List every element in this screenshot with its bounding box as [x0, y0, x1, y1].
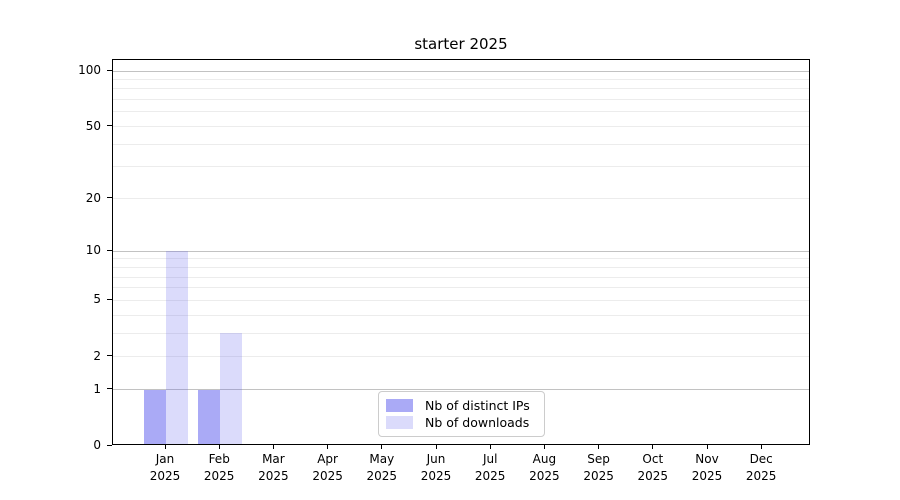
y-tick-label-50: 50 [85, 118, 101, 133]
y-tick-20 [107, 197, 112, 199]
x-tick-jun [435, 445, 437, 449]
x-tick-label-may: May 2025 [366, 452, 398, 483]
y-tick-10 [107, 249, 112, 251]
bar-nb-of-downloads-jan [166, 251, 188, 444]
y-tick-label-10: 10 [85, 243, 101, 258]
gridline-minor-80 [113, 88, 809, 90]
gridline-minor-4 [113, 314, 809, 316]
legend-swatch-downloads [386, 416, 413, 429]
x-tick-label-jan: Jan 2025 [149, 452, 181, 483]
gridline-minor-30 [113, 166, 809, 168]
y-tick-2 [107, 355, 112, 357]
x-tick-may [381, 445, 383, 449]
y-tick-label-0: 0 [93, 438, 101, 452]
bar-nb-of-distinct-ips-feb [198, 389, 221, 444]
bar-nb-of-downloads-feb [220, 333, 243, 444]
gridline-minor-7 [113, 276, 809, 278]
gridline-minor-6 [113, 287, 809, 289]
x-tick-label-feb: Feb 2025 [203, 452, 235, 483]
y-tick-label-5: 5 [93, 292, 101, 307]
y-tick-label-100: 100 [78, 63, 101, 77]
legend-label-downloads: Nb of downloads [425, 415, 530, 430]
gridline-minor-5 [113, 299, 809, 301]
x-tick-jul [489, 445, 491, 449]
gridline-minor-90 [113, 78, 809, 80]
gridline-minor-70 [113, 99, 809, 101]
x-tick-mar [272, 445, 274, 449]
legend-item-distinct-ips: Nb of distinct IPs [386, 397, 536, 414]
y-tick-100 [107, 69, 112, 71]
x-tick-aug [543, 445, 545, 449]
legend: Nb of distinct IPs Nb of downloads [378, 391, 545, 437]
legend-item-downloads: Nb of downloads [386, 414, 536, 431]
x-tick-dec [760, 445, 762, 449]
x-tick-jan [164, 445, 166, 449]
x-tick-feb [218, 445, 220, 449]
y-tick-label-2: 2 [93, 348, 101, 363]
y-tick-1 [107, 388, 112, 390]
gridline-minor-50 [113, 126, 809, 128]
y-tick-0 [107, 444, 112, 446]
gridline-minor-60 [113, 111, 809, 113]
x-tick-label-mar: Mar 2025 [258, 452, 289, 483]
gridline-minor-3 [113, 332, 809, 334]
x-tick-label-jun: Jun 2025 [420, 452, 452, 483]
plot-area [112, 59, 810, 445]
x-tick-sep [598, 445, 600, 449]
x-tick-label-apr: Apr 2025 [312, 452, 343, 483]
x-tick-label-dec: Dec 2025 [745, 452, 777, 483]
legend-swatch-distinct-ips [386, 399, 413, 412]
gridline-minor-8 [113, 266, 809, 268]
x-tick-nov [706, 445, 708, 449]
x-tick-label-nov: Nov 2025 [691, 452, 723, 483]
gridline-minor-40 [113, 143, 809, 145]
gridline-minor-9 [113, 258, 809, 260]
x-tick-label-oct: Oct 2025 [637, 452, 669, 483]
gridline-major-1 [113, 389, 809, 391]
x-tick-label-jul: Jul 2025 [474, 452, 506, 483]
y-tick-label-1: 1 [93, 381, 101, 396]
gridline-minor-20 [113, 198, 809, 200]
gridline-major-100 [113, 70, 809, 72]
gridline-major-10 [113, 250, 809, 252]
x-tick-label-aug: Aug 2025 [529, 452, 560, 483]
x-tick-label-sep: Sep 2025 [583, 452, 614, 483]
y-tick-label-20: 20 [85, 190, 101, 205]
legend-label-distinct-ips: Nb of distinct IPs [425, 398, 530, 413]
gridline-minor-2 [113, 356, 809, 358]
bar-nb-of-distinct-ips-jan [144, 389, 166, 444]
y-tick-5 [107, 298, 112, 300]
chart-title: starter 2025 [414, 35, 508, 53]
x-tick-apr [327, 445, 329, 449]
x-tick-oct [652, 445, 654, 449]
y-tick-50 [107, 125, 112, 127]
